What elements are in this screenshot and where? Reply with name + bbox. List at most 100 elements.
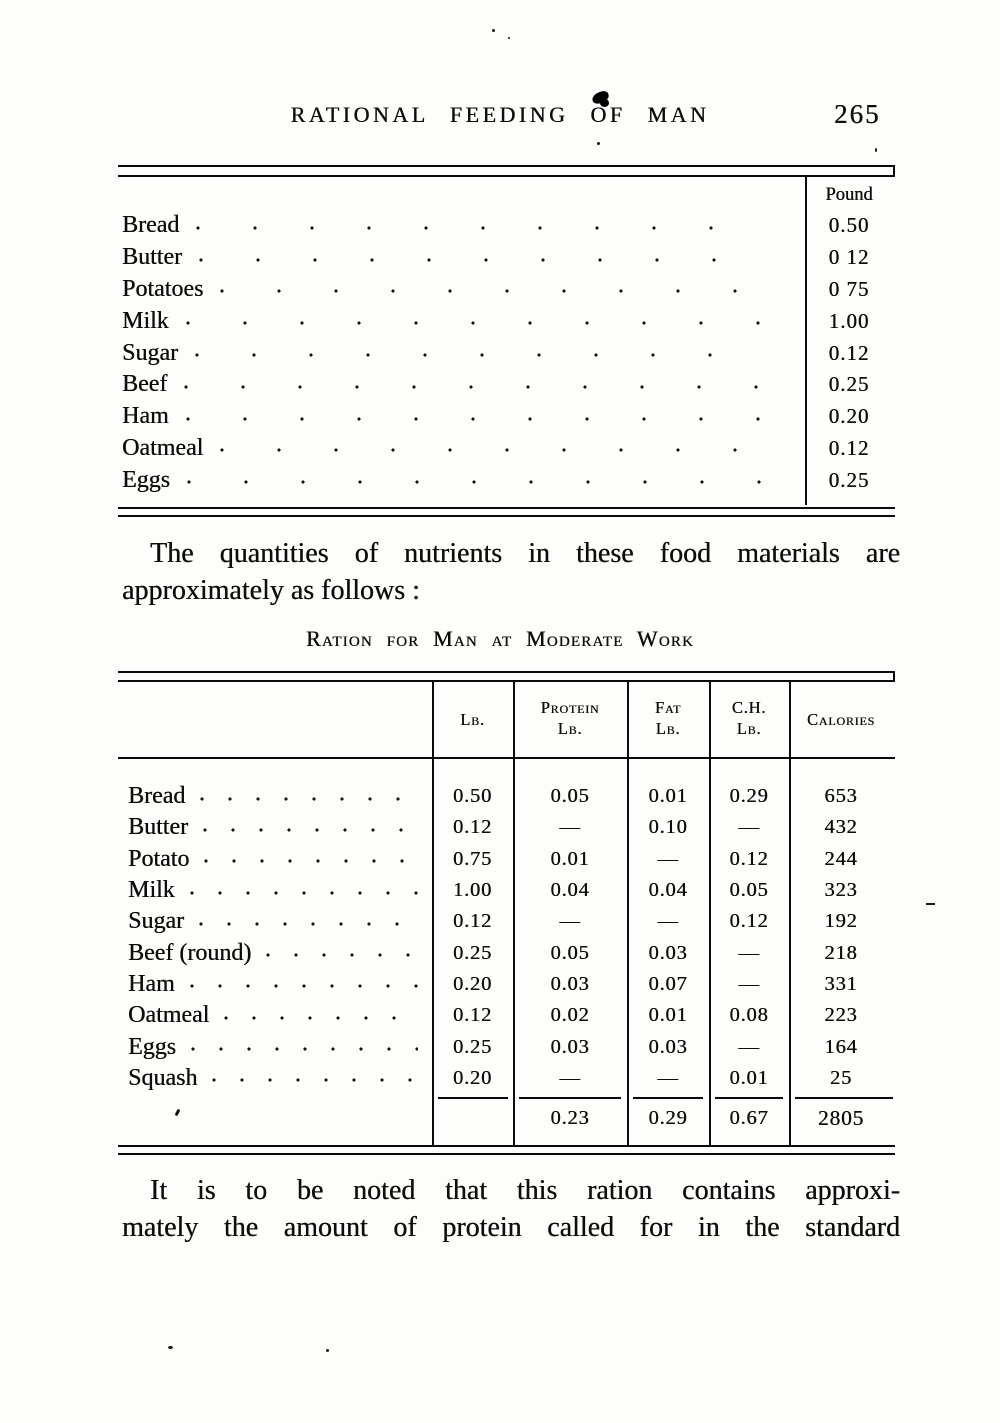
ink-speck	[875, 148, 877, 152]
row-label: Squash	[128, 1064, 198, 1091]
cell-protein: —	[559, 910, 581, 933]
totals-rule	[795, 1097, 893, 1099]
ink-blot	[600, 99, 609, 107]
table-row: Beef (round) 0.25 0.05 0.03 — 218	[128, 937, 893, 968]
ink-speck	[492, 29, 495, 32]
column-rule	[432, 682, 434, 1146]
leader-dots	[202, 824, 418, 835]
cell-protein: 0.05	[550, 785, 590, 808]
leader-dots	[186, 476, 763, 489]
cell-lb: 1.00	[452, 879, 493, 902]
leader-dots	[198, 253, 763, 266]
pound-column-header: Pound	[825, 185, 873, 205]
row-label: Bread	[128, 783, 186, 810]
cell-fat: 0.04	[648, 879, 688, 902]
leader-dots	[194, 349, 763, 362]
page-number: 265	[834, 99, 881, 129]
intro-paragraph: The quantities of nutrients in these foo…	[122, 536, 900, 609]
table-row: Beef 0.25	[122, 369, 893, 401]
cell-fat: —	[657, 910, 679, 933]
cell-calories: 164	[824, 1035, 858, 1058]
leader-dots	[190, 1044, 418, 1055]
table-row: Eggs 0.25 0.03 0.03 — 164	[128, 1031, 893, 1062]
cell-protein: 0.05	[550, 941, 590, 964]
table-row: Oatmeal 0.12 0.02 0.01 0.08 223	[128, 1000, 893, 1031]
cell-calories: 331	[824, 972, 858, 995]
column-rule	[513, 682, 515, 1146]
cell-lb: 0.20	[452, 1066, 493, 1089]
row-label: Butter	[128, 814, 188, 841]
table-rule	[118, 680, 895, 682]
cell-ch: —	[738, 816, 760, 839]
cell-ch: —	[738, 941, 760, 964]
cell-ch: —	[738, 1035, 760, 1058]
row-label: Eggs	[128, 1033, 176, 1060]
column-rule	[805, 177, 807, 505]
table-row: Sugar 0.12 — — 0.12 192	[128, 906, 893, 937]
cell-fat: 0.01	[648, 1004, 688, 1027]
column-header-line: C.H.	[731, 698, 767, 717]
cell-ch: 0.29	[729, 785, 769, 808]
column-header-line: Protein	[540, 698, 600, 717]
column-header-line: Lb.	[460, 710, 485, 729]
cell-fat: 0.07	[648, 972, 688, 995]
column-header-line: Lb.	[655, 719, 681, 738]
table-rule	[118, 165, 895, 167]
row-value: 0.25	[828, 372, 870, 397]
table-rule	[118, 671, 895, 673]
leader-dots	[211, 1075, 418, 1086]
table-row: Ham 0.20	[122, 401, 893, 433]
column-header-calories: Calories	[789, 709, 893, 730]
leader-dots	[219, 444, 763, 457]
cell-protein: 0.01	[550, 847, 590, 870]
cell-calories: 653	[824, 785, 858, 808]
paragraph-line: It is to be noted that this ration conta…	[150, 1175, 900, 1206]
row-label: Sugar	[122, 339, 178, 366]
cell-lb: 0.75	[452, 847, 493, 870]
leader-dots	[219, 285, 763, 298]
table-rule	[118, 175, 895, 177]
row-label: Eggs	[122, 466, 170, 493]
leader-dots	[203, 856, 418, 867]
table-row: Potato 0.75 0.01 — 0.12 244	[128, 844, 893, 875]
row-value: 0 75	[828, 276, 870, 301]
cell-calories: 192	[824, 910, 858, 933]
leader-dots	[188, 887, 418, 898]
row-label: Oatmeal	[122, 434, 204, 461]
page-title: RATIONAL FEEDING OF MAN	[290, 102, 710, 127]
column-rule	[627, 682, 629, 1146]
table-rule	[118, 515, 895, 517]
table-row: Eggs 0.25	[122, 464, 893, 496]
cell-ch: 0.05	[729, 879, 769, 902]
total-protein: 0.23	[550, 1106, 590, 1129]
ration-table-caption: Ration for Man at Moderate Work	[305, 626, 695, 651]
row-label: Ham	[122, 403, 169, 430]
total-calories: 2805	[817, 1105, 865, 1130]
totals-row: 0.23 0.29 0.67 2805	[128, 1102, 893, 1134]
cell-calories: 323	[824, 879, 858, 902]
cell-protein: 0.03	[550, 1035, 590, 1058]
cell-lb: 0.12	[452, 1004, 493, 1027]
table-rule	[118, 1145, 895, 1147]
row-label: Sugar	[128, 908, 184, 935]
table-row: Ham 0.20 0.03 0.07 — 331	[128, 969, 893, 1000]
totals-rule	[519, 1097, 621, 1099]
row-value: 0.25	[828, 467, 870, 492]
column-header-ch: C.H. Lb.	[709, 697, 789, 739]
cell-protein: —	[559, 1066, 581, 1089]
leader-dots	[223, 1012, 418, 1023]
row-label: Milk	[128, 877, 175, 904]
row-value: 0.12	[828, 435, 870, 460]
cell-ch: —	[738, 972, 760, 995]
cell-fat: 0.10	[648, 816, 688, 839]
column-header-protein: Protein Lb.	[513, 697, 627, 739]
leader-dots	[183, 380, 763, 393]
table-rule	[893, 671, 895, 682]
cell-lb: 0.25	[452, 1035, 493, 1058]
cell-calories: 25	[829, 1066, 853, 1089]
cell-protein: —	[559, 816, 581, 839]
cell-fat: —	[657, 1066, 679, 1089]
cell-lb: 0.12	[452, 910, 493, 933]
table-row: Butter 0 12	[122, 242, 893, 274]
column-header-line: Fat	[654, 698, 682, 717]
